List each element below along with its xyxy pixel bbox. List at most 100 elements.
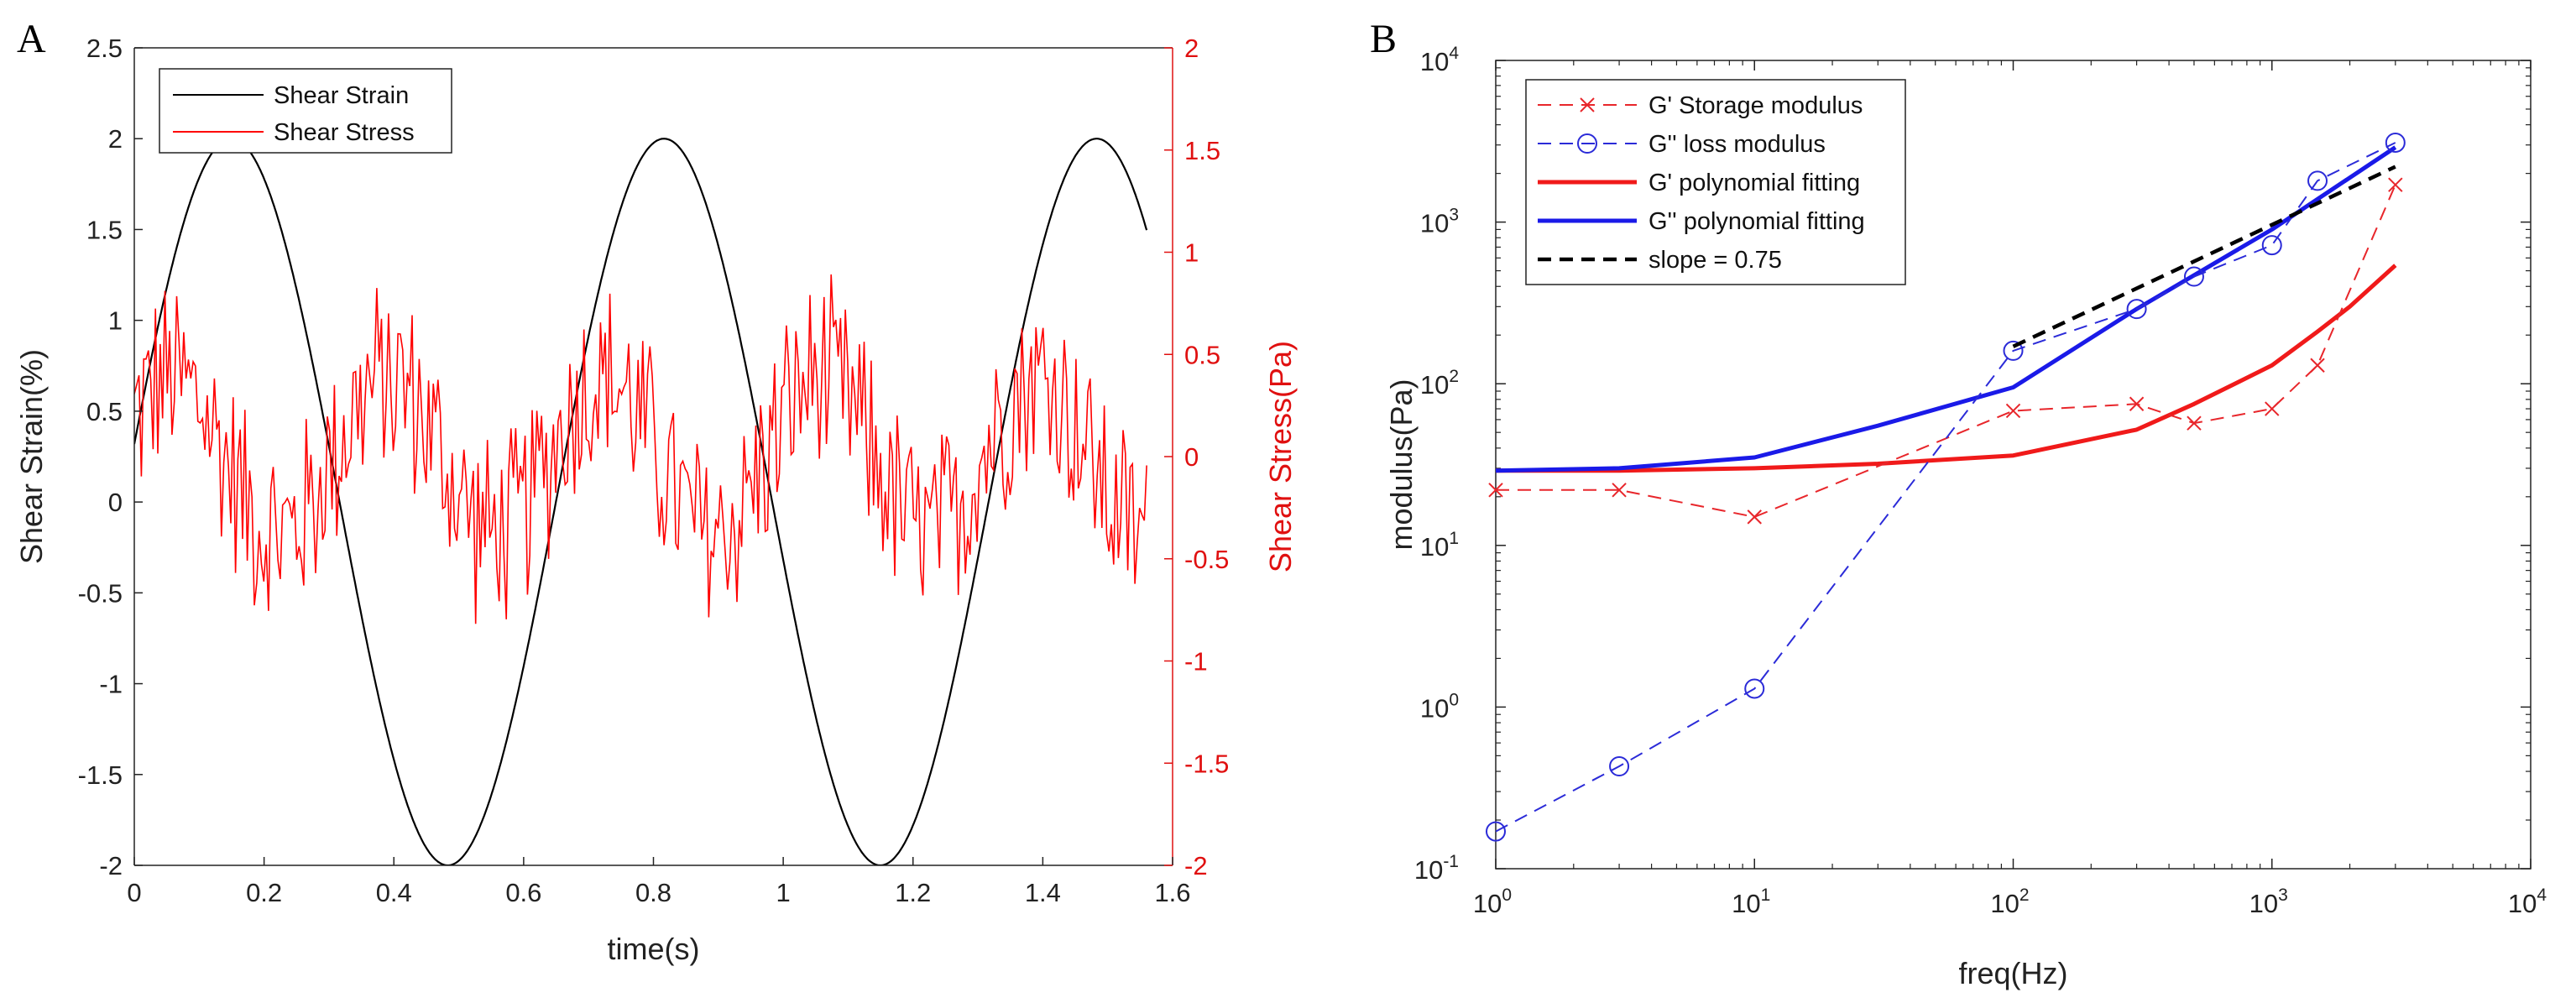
legend-label-loss-modulus: G'' loss modulus — [1649, 131, 1826, 158]
chart-a-x-tick-label: 1.4 — [1025, 878, 1061, 907]
chart-b-x-tick-label: 102 — [1990, 885, 2029, 918]
chart-a-x-tick-label: 1 — [776, 878, 791, 907]
chart-b-y-tick-exponent: 0 — [1449, 690, 1459, 709]
marker-loss-modulus — [2385, 132, 2406, 153]
marker-storage-modulus — [2005, 403, 2021, 419]
chart-b-y-tick-exponent: 4 — [1449, 44, 1459, 63]
marker-storage-modulus — [2388, 177, 2403, 192]
panel-a-label: A — [17, 17, 46, 61]
chart-b-y-label: modulus(Pa) — [1384, 379, 1419, 550]
chart-a: 0 0.2 0.4 0.6 0.8 1 1.2 1.4 1.6-2-1.5-1-0.500.51… — [14, 34, 1298, 966]
chart-a-y2-tick-label: -0.5 — [1184, 545, 1229, 574]
chart-a-y-label: Shear Strain(%) — [14, 349, 49, 564]
chart-a-y2-label: Shear Stress(Pa) — [1263, 341, 1298, 572]
chart-a-x-label: time(s) — [608, 932, 700, 966]
chart-b-x-label: freq(Hz) — [1958, 956, 2067, 990]
chart-b-x-tick-exponent: 2 — [2020, 885, 2030, 905]
chart-a-legend: Shear Strain Shear Stress — [159, 68, 452, 154]
legend-label-shear-stress: Shear Stress — [274, 119, 415, 146]
marker-storage-modulus — [1488, 483, 1503, 498]
marker-loss-modulus — [2183, 266, 2204, 287]
chart-a-y-tick-label: -0.5 — [78, 578, 123, 608]
chart-a-y2-tick-label: 0 — [1184, 442, 1199, 472]
chart-b-y-tick-base: 10 — [1420, 47, 1449, 76]
chart-a-x-tick-label: 0.8 — [635, 878, 671, 907]
chart-b-y-tick-base: 10 — [1420, 693, 1449, 723]
legend-label-loss-fit: G'' polynomial fitting — [1649, 208, 1865, 235]
chart-a-y-tick-label: 2.5 — [86, 34, 123, 63]
legend-label-shear-strain: Shear Strain — [274, 82, 409, 109]
legend-marker-loss-modulus — [1577, 133, 1597, 154]
chart-a-y-tick-label: -1 — [99, 670, 123, 699]
chart-b-x-tick-base: 10 — [2508, 889, 2537, 918]
chart-b-y-tick-base: 10 — [1420, 532, 1449, 562]
marker-storage-modulus — [2265, 401, 2280, 416]
chart-a-y-tick-label: 1 — [108, 306, 123, 336]
chart-a-x-tick-label: 0 — [127, 878, 141, 907]
marker-loss-modulus — [2003, 340, 2024, 361]
chart-a-y2-tick-label: -1 — [1184, 647, 1208, 677]
marker-loss-modulus — [1744, 678, 1765, 699]
chart-b-y-tick-exponent: -1 — [1443, 852, 1459, 871]
series-shear-strain — [134, 138, 1148, 865]
marker-storage-modulus — [2310, 358, 2325, 373]
chart-b-x-tick-exponent: 0 — [1502, 885, 1512, 905]
series-storage-fit — [1496, 264, 2397, 473]
chart-b: 100 101 102 103 10410-1100101102103104freq(H… — [1384, 44, 2547, 990]
chart-a-x-tick-label: 0.6 — [505, 878, 541, 907]
chart-b-x-tick-base: 10 — [1990, 889, 2019, 918]
series-shear-stress — [134, 274, 1147, 624]
chart-a-y2-tick-label: -1.5 — [1184, 749, 1229, 778]
chart-a-y2-tick-label: 1.5 — [1184, 136, 1220, 165]
marker-loss-modulus — [2307, 170, 2328, 191]
chart-a-x-tick-label: 1.6 — [1154, 878, 1190, 907]
chart-a-y2-tick-label: 0.5 — [1184, 340, 1220, 369]
chart-b-y-tick-exponent: 1 — [1449, 529, 1459, 548]
chart-a-y-tick-label: 0 — [108, 488, 123, 517]
legend-label-storage-fit: G' polynomial fitting — [1649, 170, 1860, 196]
chart-b-y-tick-base: 10 — [1414, 855, 1443, 885]
marker-storage-modulus — [2129, 396, 2145, 411]
series-slope-line — [2012, 165, 2396, 348]
legend-marker-storage-modulus — [1580, 97, 1595, 112]
chart-a-legend-box — [159, 68, 452, 154]
chart-b-x-tick-label: 104 — [2508, 885, 2547, 918]
chart-a-y2-tick-label: -2 — [1184, 851, 1208, 880]
chart-b-x-tick-label: 101 — [1732, 885, 1770, 918]
marker-loss-modulus — [1609, 755, 1630, 776]
chart-a-y-tick-label: 2 — [108, 124, 123, 154]
chart-b-x-tick-exponent: 4 — [2537, 885, 2547, 905]
chart-a-y2-tick-label: 2 — [1184, 34, 1199, 63]
chart-b-x-tick-base: 10 — [2249, 889, 2278, 918]
chart-b-y-tick-label: 100 — [1420, 690, 1459, 723]
legend-label-slope-line: slope = 0.75 — [1649, 247, 1782, 274]
marker-storage-modulus — [1747, 509, 1762, 525]
chart-a-y2-tick-label: 1 — [1184, 238, 1199, 268]
chart-a-x-tick-label: 0.4 — [376, 878, 412, 907]
chart-b-y-tick-exponent: 2 — [1449, 367, 1459, 386]
chart-b-y-tick-label: 10-1 — [1414, 852, 1459, 885]
chart-b-y-tick-label: 103 — [1420, 206, 1459, 238]
chart-a-y-tick-label: 0.5 — [86, 397, 123, 426]
chart-a-y-tick-label: -1.5 — [78, 760, 123, 790]
legend-label-storage-modulus: G' Storage modulus — [1649, 92, 1863, 119]
chart-b-x-tick-base: 10 — [1732, 889, 1760, 918]
chart-b-y-tick-label: 104 — [1420, 44, 1459, 76]
panel-b-label: B — [1370, 17, 1397, 61]
marker-storage-modulus — [1612, 483, 1627, 498]
chart-b-y-tick-label: 102 — [1420, 367, 1459, 400]
series-loss-fit — [1495, 145, 2397, 473]
chart-a-y-tick-label: -2 — [99, 851, 123, 880]
chart-a-x-tick-label: 0.2 — [246, 878, 282, 907]
chart-a-x-tick-label: 1.2 — [895, 878, 931, 907]
chart-b-y-tick-label: 101 — [1420, 529, 1459, 562]
chart-b-y-tick-exponent: 3 — [1449, 206, 1459, 225]
chart-b-y-tick-base: 10 — [1420, 209, 1449, 238]
chart-b-x-tick-label: 103 — [2249, 885, 2288, 918]
chart-b-y-tick-base: 10 — [1420, 370, 1449, 400]
chart-b-x-tick-base: 10 — [1473, 889, 1502, 918]
chart-b-x-tick-label: 100 — [1473, 885, 1512, 918]
series-loss-modulus — [1495, 142, 2396, 833]
